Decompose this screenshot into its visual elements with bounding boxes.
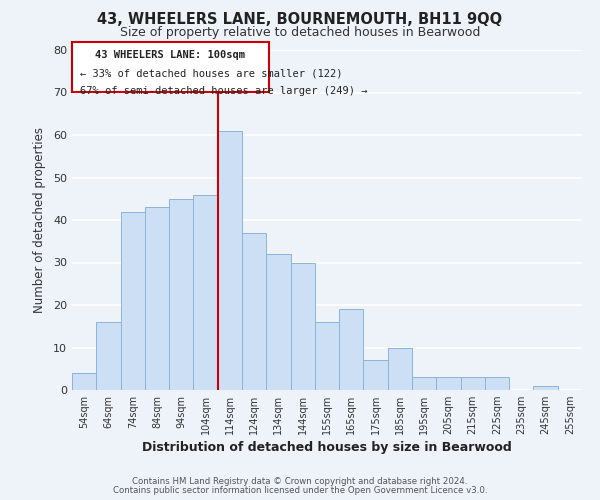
Text: 67% of semi-detached houses are larger (249) →: 67% of semi-detached houses are larger (… <box>80 86 367 96</box>
Bar <box>388 348 412 390</box>
Bar <box>96 322 121 390</box>
Bar <box>533 386 558 390</box>
X-axis label: Distribution of detached houses by size in Bearwood: Distribution of detached houses by size … <box>142 442 512 454</box>
FancyBboxPatch shape <box>72 42 269 92</box>
Bar <box>242 233 266 390</box>
Bar <box>315 322 339 390</box>
Bar <box>290 262 315 390</box>
Bar <box>169 198 193 390</box>
Bar <box>461 378 485 390</box>
Bar <box>412 378 436 390</box>
Y-axis label: Number of detached properties: Number of detached properties <box>33 127 46 313</box>
Bar <box>436 378 461 390</box>
Bar <box>193 194 218 390</box>
Text: Contains HM Land Registry data © Crown copyright and database right 2024.: Contains HM Land Registry data © Crown c… <box>132 477 468 486</box>
Bar <box>339 309 364 390</box>
Text: Size of property relative to detached houses in Bearwood: Size of property relative to detached ho… <box>120 26 480 39</box>
Text: 43, WHEELERS LANE, BOURNEMOUTH, BH11 9QQ: 43, WHEELERS LANE, BOURNEMOUTH, BH11 9QQ <box>97 12 503 26</box>
Bar <box>145 207 169 390</box>
Bar <box>218 130 242 390</box>
Text: Contains public sector information licensed under the Open Government Licence v3: Contains public sector information licen… <box>113 486 487 495</box>
Bar <box>121 212 145 390</box>
Bar <box>72 373 96 390</box>
Bar <box>266 254 290 390</box>
Text: 43 WHEELERS LANE: 100sqm: 43 WHEELERS LANE: 100sqm <box>95 50 245 60</box>
Bar <box>364 360 388 390</box>
Bar <box>485 378 509 390</box>
Text: ← 33% of detached houses are smaller (122): ← 33% of detached houses are smaller (12… <box>80 68 342 78</box>
